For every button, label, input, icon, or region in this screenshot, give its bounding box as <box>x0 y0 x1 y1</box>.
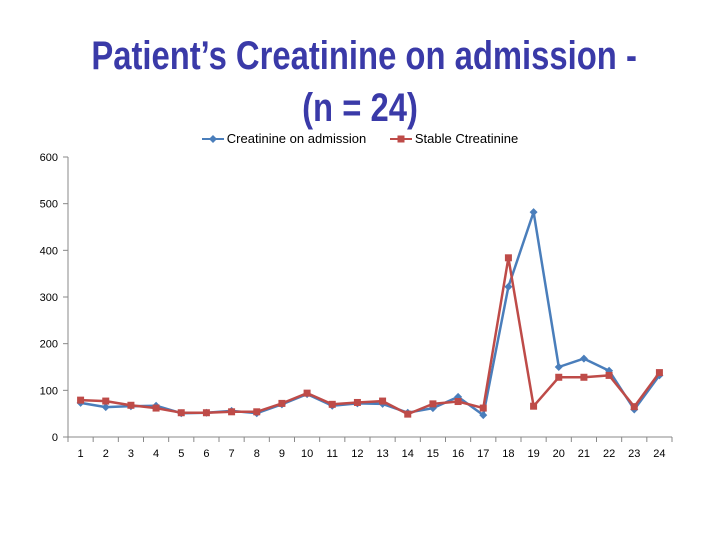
data-point-series-2 <box>530 402 538 410</box>
x-tick-label: 19 <box>527 448 539 460</box>
x-tick-label: 24 <box>653 448 665 460</box>
x-tick-label: 5 <box>178 448 184 460</box>
data-point-series-2 <box>177 409 185 417</box>
legend: Creatinine on admission Stable Ctreatini… <box>0 131 720 147</box>
data-point-series-2 <box>580 373 588 381</box>
x-tick-label: 21 <box>578 448 590 460</box>
data-point-series-2 <box>228 408 236 416</box>
x-tick-label: 22 <box>603 448 615 460</box>
legend-line-diamond-icon <box>201 134 224 143</box>
data-point-series-2 <box>278 399 286 407</box>
x-tick-label: 8 <box>254 448 260 460</box>
x-tick-label: 1 <box>78 448 84 460</box>
data-point-series-2 <box>202 409 210 417</box>
chart-title-line-1: Patient’s Creatinine on admission - <box>91 34 637 78</box>
x-tick-label: 2 <box>103 448 109 460</box>
legend-line-square-icon <box>389 135 412 142</box>
data-point-series-2 <box>429 400 437 408</box>
data-point-series-1 <box>554 363 563 371</box>
chart-title-line-2: (n = 24) <box>302 86 418 130</box>
x-tick-label: 13 <box>376 448 388 460</box>
legend-label-series-2: Stable Ctreatinine <box>414 131 519 146</box>
x-tick-label: 16 <box>452 448 464 460</box>
x-tick-label: 9 <box>279 448 285 460</box>
data-point-series-2 <box>77 396 85 404</box>
x-tick-label: 11 <box>327 448 338 460</box>
data-point-series-2 <box>379 397 387 405</box>
data-point-series-2 <box>328 400 336 408</box>
y-tick-label: 600 <box>40 152 58 164</box>
y-tick-label: 100 <box>40 385 58 397</box>
data-point-series-2 <box>404 410 412 418</box>
data-point-series-2 <box>504 254 512 262</box>
y-tick-label: 200 <box>40 339 58 351</box>
x-tick-label: 18 <box>502 448 514 460</box>
x-tick-label: 14 <box>402 448 414 460</box>
y-tick-label: 500 <box>40 199 58 211</box>
y-tick-label: 400 <box>40 245 58 257</box>
series-line-1 <box>80 210 661 417</box>
data-point-series-2 <box>630 403 638 411</box>
data-point-series-2 <box>152 404 160 412</box>
data-point-series-2 <box>479 404 487 412</box>
legend-item-stable-creatinine: Stable Ctreatinine <box>389 131 519 146</box>
data-point-series-1 <box>529 208 538 217</box>
x-tick-label: 23 <box>628 448 640 460</box>
data-point-series-2 <box>555 373 563 381</box>
series-layer <box>76 208 664 420</box>
y-tick-label: 300 <box>40 292 58 304</box>
x-tick-label: 10 <box>301 448 313 460</box>
x-tick-label: 7 <box>229 448 235 460</box>
x-tick-label: 3 <box>128 448 134 460</box>
data-point-series-2 <box>655 369 663 377</box>
data-point-series-1 <box>479 411 488 420</box>
legend-item-creatinine-on-admission: Creatinine on admission <box>201 131 367 146</box>
data-point-series-1 <box>504 282 513 291</box>
x-tick-label: 20 <box>553 448 565 460</box>
x-tick-label: 12 <box>351 448 363 460</box>
series-line-2 <box>80 256 661 416</box>
data-point-series-2 <box>605 371 613 379</box>
chart-title: Patient’s Creatinine on admission - (n =… <box>65 30 655 134</box>
data-point-series-2 <box>454 398 462 406</box>
data-point-series-2 <box>127 401 135 409</box>
data-point-series-2 <box>353 398 361 406</box>
legend-label-series-1: Creatinine on admission <box>226 131 367 146</box>
x-tick-label: 6 <box>203 448 209 460</box>
x-tick-label: 17 <box>477 448 489 460</box>
data-point-series-1 <box>101 403 110 412</box>
data-point-series-2 <box>303 389 311 397</box>
y-tick-label: 0 <box>52 432 58 444</box>
x-tick-label: 15 <box>427 448 439 460</box>
data-point-series-2 <box>102 397 110 405</box>
x-tick-label: 4 <box>153 448 159 460</box>
data-point-series-2 <box>253 408 261 416</box>
data-point-series-1 <box>579 354 588 363</box>
